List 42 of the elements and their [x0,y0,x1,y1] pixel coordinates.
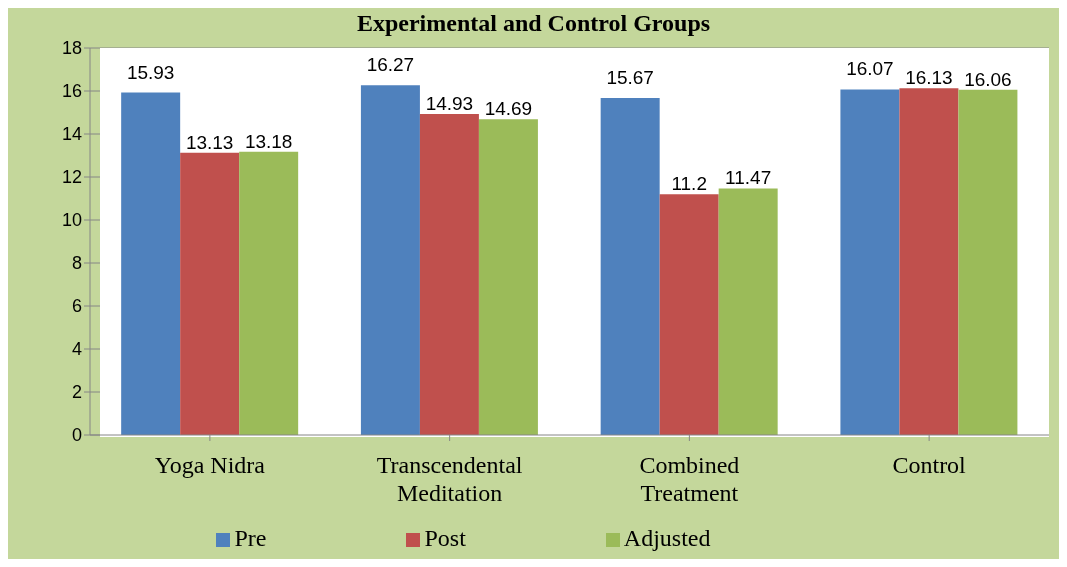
x-tick-label: Combined Treatment [639,452,740,506]
data-label: 15.67 [606,67,654,89]
bar [718,188,778,435]
x-tick-label: Yoga Nidra [154,452,266,478]
data-label: 11.2 [671,173,707,195]
legend-label: Post [424,525,466,551]
legend-label: Adjusted [623,525,711,551]
data-label: 16.27 [366,54,415,76]
y-tick-label: 10 [61,210,82,231]
bar [121,92,181,435]
data-label: 16.06 [964,68,1012,90]
y-tick-label: 12 [61,167,82,188]
data-label: 16.13 [905,67,953,89]
bar [899,88,959,435]
data-label: 13.18 [244,130,293,152]
bar [600,98,660,435]
data-label: 15.93 [126,61,175,83]
y-tick-label: 6 [71,296,82,317]
bar [239,151,299,435]
x-tick-label: Control [892,452,967,478]
chart-title: Experimental and Control Groups [355,9,712,38]
data-label: 13.13 [185,131,234,153]
bar [958,89,1018,435]
bar [419,114,479,435]
bar [659,194,719,435]
data-label: 11.47 [725,167,772,189]
y-tick-label: 0 [71,425,82,446]
data-label: 14.93 [425,93,474,114]
data-label: 14.69 [484,98,533,120]
bar [360,85,420,435]
x-tick-label: Transcendental Meditation [376,452,523,506]
data-label: 16.07 [846,58,894,80]
bar [478,119,538,435]
y-tick-label: 16 [61,81,82,102]
y-tick-label: 18 [61,38,82,59]
legend-label: Pre [234,525,267,551]
y-tick-label: 4 [71,339,82,360]
y-tick-label: 8 [71,253,82,274]
bar [180,152,240,435]
bar [840,89,900,435]
y-tick-label: 14 [61,124,82,145]
y-tick-label: 2 [71,382,82,403]
